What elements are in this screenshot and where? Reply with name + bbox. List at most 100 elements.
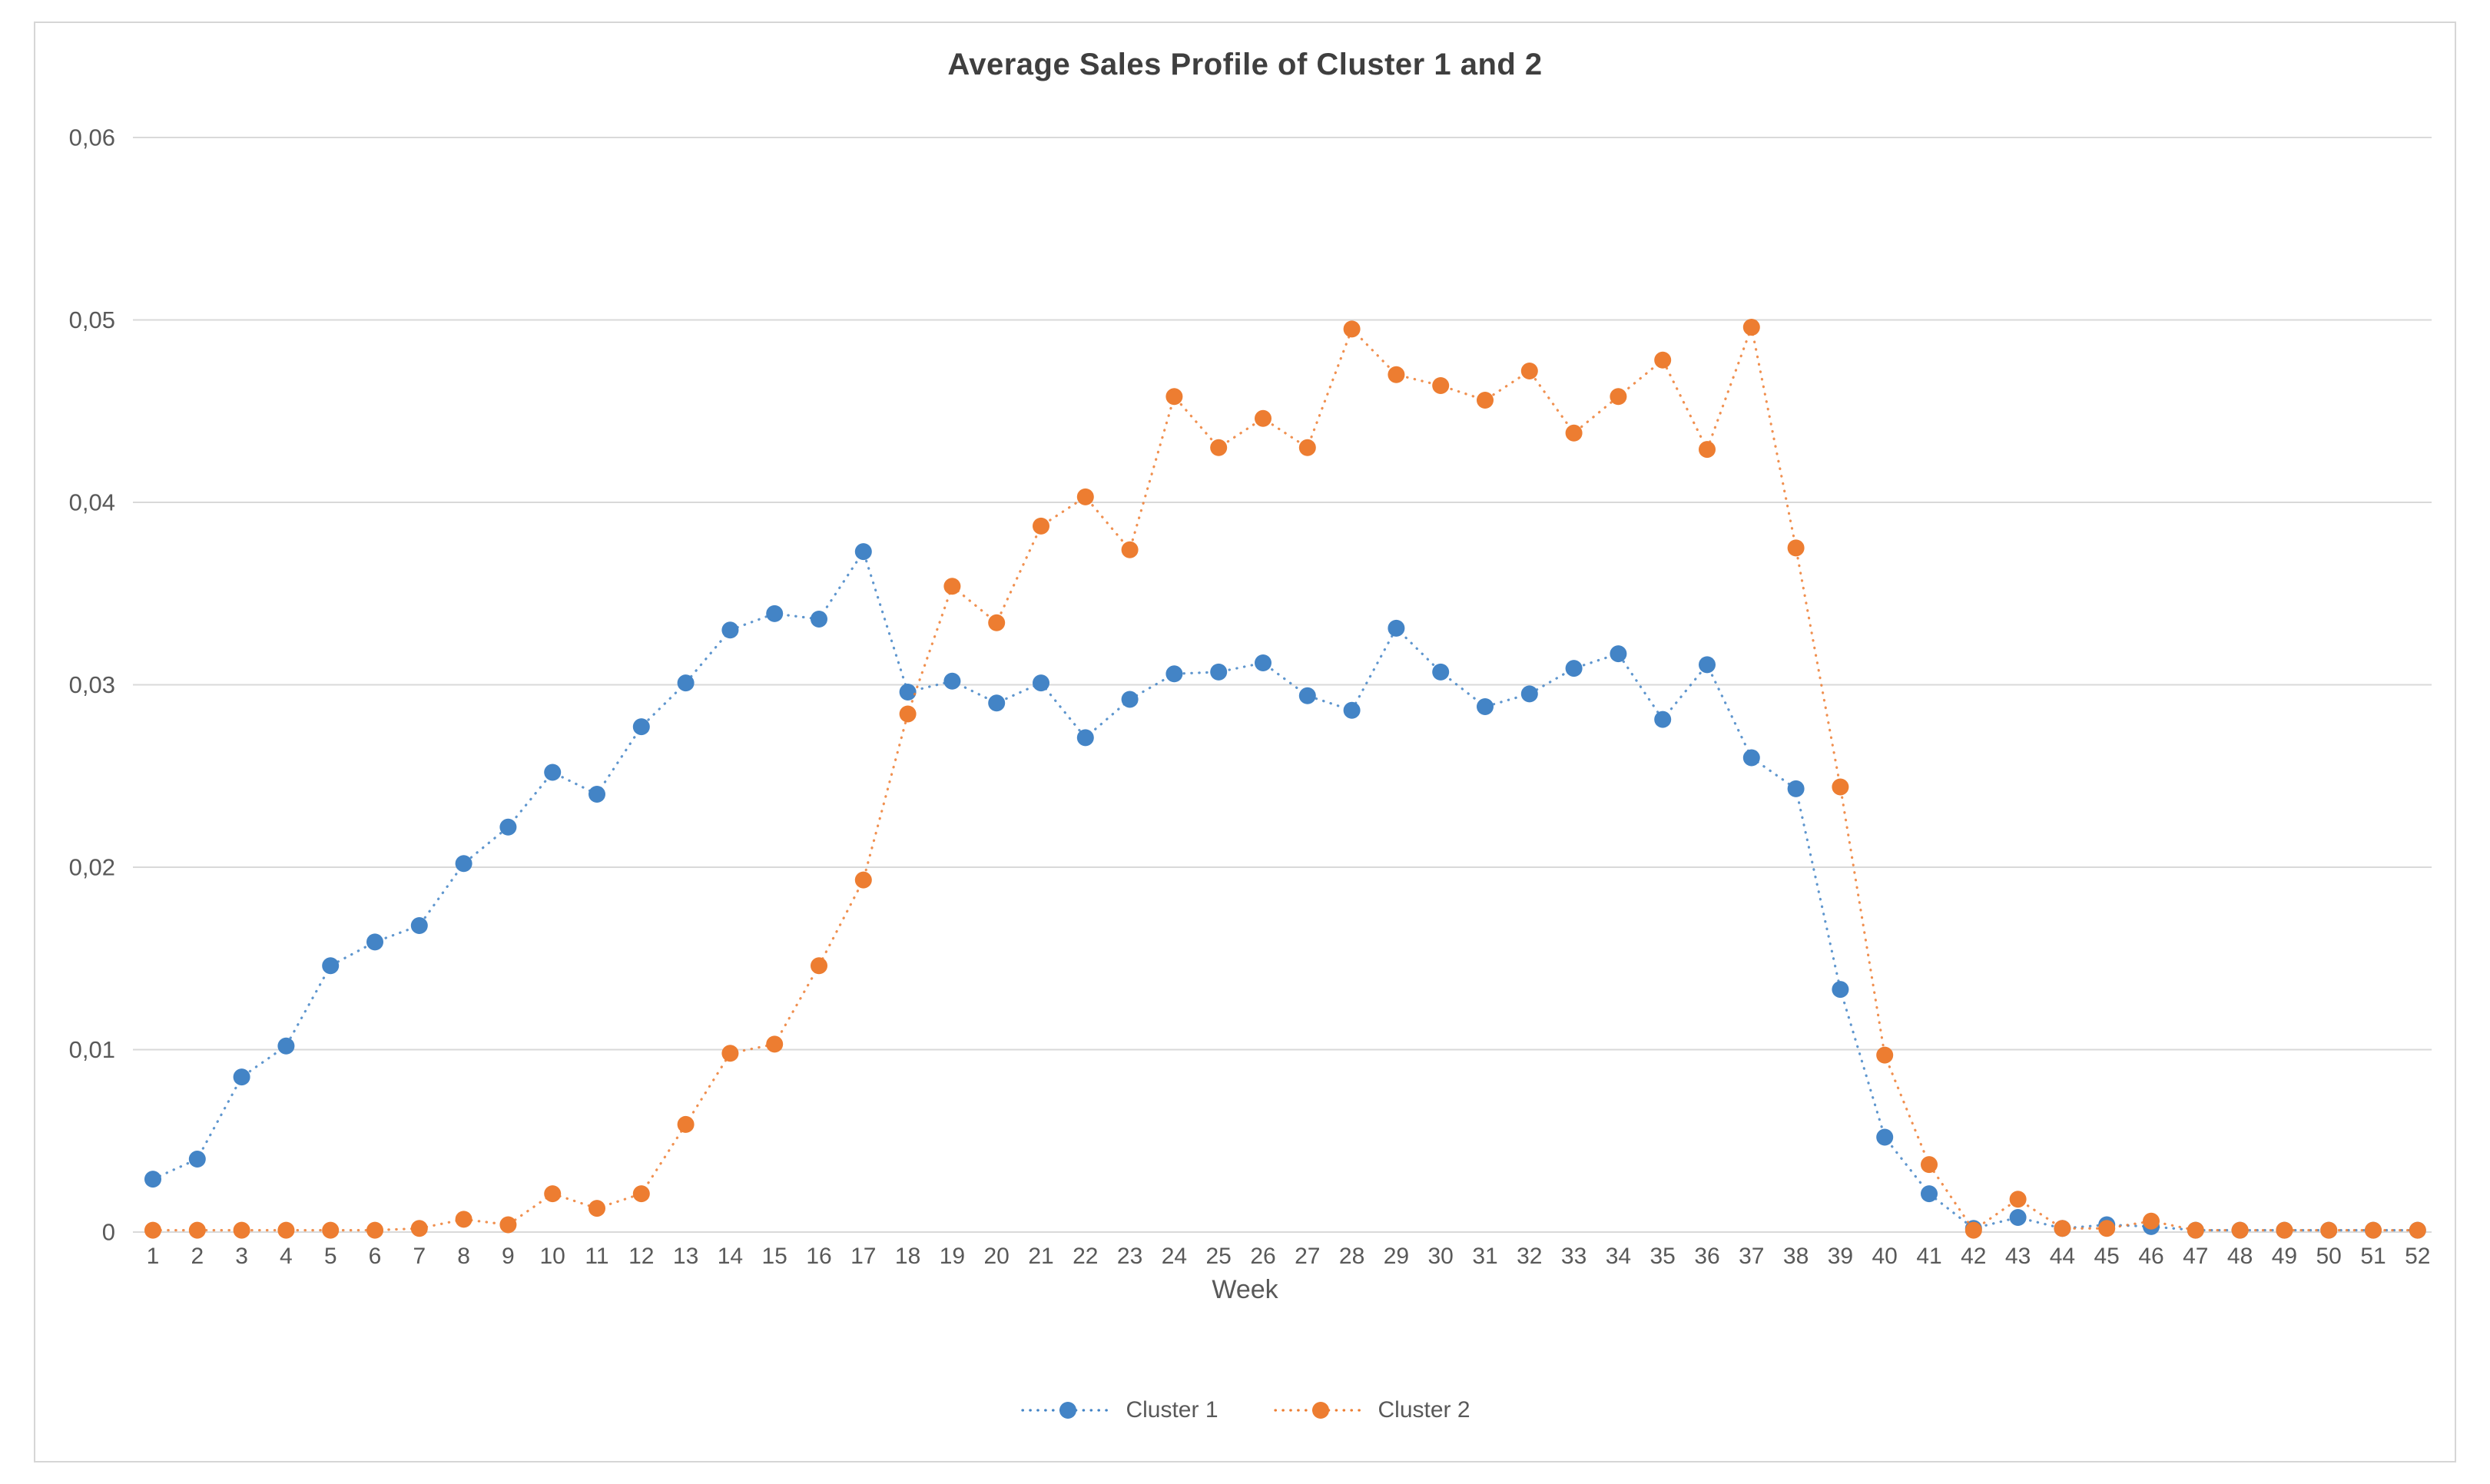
- data-point-marker-cluster-2: [2009, 1191, 2027, 1208]
- x-axis-tick-label: 48: [2227, 1244, 2253, 1269]
- data-point-marker-cluster-2: [943, 578, 961, 595]
- legend-item-cluster-2: Cluster 2: [1272, 1393, 1470, 1427]
- data-point-marker-cluster-1: [1343, 701, 1361, 719]
- data-point-marker-cluster-2: [188, 1221, 206, 1239]
- data-point-marker-cluster-2: [1388, 366, 1405, 383]
- x-axis-tick-label: 38: [1783, 1244, 1809, 1269]
- x-axis-tick-label: 39: [1828, 1244, 1853, 1269]
- y-axis-tick-label: 0,06: [69, 124, 115, 151]
- data-point-marker-cluster-1: [1742, 749, 1760, 767]
- cluster-2-legend-marker-icon: [1273, 1402, 1368, 1419]
- x-axis-tick-label: 33: [1561, 1244, 1587, 1269]
- data-point-marker-cluster-2: [499, 1216, 517, 1234]
- y-axis-tick-label: 0,04: [69, 489, 115, 516]
- data-point-marker-cluster-1: [455, 855, 472, 873]
- data-point-marker-cluster-2: [1654, 351, 1672, 369]
- data-point-marker-cluster-1: [1832, 981, 1849, 999]
- legend-label-cluster-2: Cluster 2: [1378, 1397, 1470, 1423]
- data-point-marker-cluster-2: [544, 1185, 562, 1203]
- x-axis-tick-label: 36: [1694, 1244, 1719, 1269]
- x-axis-tick-label: 15: [762, 1244, 787, 1269]
- x-axis-tick-label: 45: [2094, 1244, 2120, 1269]
- x-axis-tick-label: 35: [1650, 1244, 1676, 1269]
- x-axis-tick-label: 50: [2316, 1244, 2342, 1269]
- data-point-marker-cluster-2: [589, 1200, 605, 1217]
- data-point-marker-cluster-2: [322, 1221, 340, 1239]
- data-point-marker-cluster-1: [1477, 698, 1494, 715]
- data-point-marker-cluster-2: [632, 1185, 650, 1203]
- data-point-marker-cluster-2: [1343, 320, 1361, 338]
- data-point-marker-cluster-1: [410, 917, 428, 934]
- data-point-marker-cluster-1: [1033, 674, 1049, 692]
- data-point-marker-cluster-1: [1787, 780, 1805, 797]
- data-point-marker-cluster-1: [1165, 665, 1183, 683]
- data-point-marker-cluster-1: [1921, 1185, 1938, 1203]
- data-point-marker-cluster-1: [899, 684, 917, 701]
- data-point-marker-cluster-1: [589, 786, 605, 803]
- data-point-marker-cluster-1: [233, 1068, 250, 1086]
- data-point-marker-cluster-2: [1298, 439, 1316, 456]
- data-point-marker-cluster-2: [2409, 1221, 2426, 1239]
- data-point-marker-cluster-1: [1876, 1128, 1894, 1146]
- x-axis-tick-label: 8: [457, 1244, 470, 1269]
- data-point-marker-cluster-2: [2098, 1220, 2116, 1237]
- data-point-marker-cluster-1: [1699, 656, 1716, 674]
- data-point-marker-cluster-2: [366, 1221, 383, 1239]
- data-point-marker-cluster-2: [1610, 388, 1627, 406]
- data-point-marker-cluster-1: [2009, 1209, 2027, 1226]
- data-point-marker-cluster-2: [1699, 441, 1716, 459]
- y-axis-tick-label: 0,03: [69, 671, 115, 698]
- data-point-marker-cluster-1: [1654, 711, 1672, 728]
- x-axis-tick-label: 4: [280, 1244, 293, 1269]
- data-point-marker-cluster-1: [632, 718, 650, 736]
- data-point-marker-cluster-2: [1210, 439, 1228, 456]
- data-point-marker-cluster-2: [766, 1035, 784, 1053]
- y-axis-tick-label: 0: [102, 1219, 115, 1246]
- x-axis-tick-label: 27: [1295, 1244, 1320, 1269]
- x-axis-tick-label: 28: [1339, 1244, 1364, 1269]
- x-axis-tick-label: 22: [1073, 1244, 1098, 1269]
- y-axis-tick-label: 0,01: [69, 1036, 115, 1063]
- x-axis-tick-label: 37: [1739, 1244, 1764, 1269]
- x-axis-tick-label: 6: [369, 1244, 382, 1269]
- data-point-marker-cluster-2: [2054, 1220, 2071, 1237]
- x-axis-tick-label: 7: [413, 1244, 426, 1269]
- x-axis-tick-label: 12: [628, 1244, 654, 1269]
- data-point-marker-cluster-2: [1876, 1046, 1894, 1064]
- data-point-marker-cluster-1: [943, 672, 961, 690]
- y-axis-tick-label: 0,05: [69, 306, 115, 333]
- data-point-marker-cluster-2: [233, 1221, 250, 1239]
- legend-label-cluster-1: Cluster 1: [1126, 1397, 1218, 1423]
- data-point-marker-cluster-2: [721, 1045, 739, 1062]
- x-axis-tick-label: 21: [1028, 1244, 1053, 1269]
- x-axis-tick-label: 9: [502, 1244, 515, 1269]
- x-axis-tick-label: 10: [540, 1244, 565, 1269]
- x-axis-tick-label: 41: [1916, 1244, 1941, 1269]
- data-point-marker-cluster-2: [811, 957, 827, 975]
- x-axis-tick-label: 24: [1162, 1244, 1187, 1269]
- data-point-marker-cluster-1: [766, 605, 784, 622]
- chart-title: Average Sales Profile of Cluster 1 and 2: [947, 48, 1543, 81]
- x-axis-tick-label: 47: [2183, 1244, 2208, 1269]
- data-point-marker-cluster-1: [1255, 654, 1272, 671]
- x-axis-tick-label: 51: [2360, 1244, 2386, 1269]
- data-point-marker-cluster-2: [899, 705, 917, 723]
- data-point-marker-cluster-2: [2143, 1212, 2160, 1230]
- x-axis-tick-label: 11: [585, 1244, 608, 1269]
- data-point-marker-cluster-2: [2276, 1221, 2293, 1239]
- x-axis-tick-label: 25: [1206, 1244, 1232, 1269]
- x-axis-tick-label: 44: [2050, 1244, 2075, 1269]
- x-axis-tick-label: 23: [1117, 1244, 1142, 1269]
- data-point-marker-cluster-2: [988, 614, 1006, 631]
- x-axis-tick-label: 34: [1606, 1244, 1631, 1269]
- data-point-marker-cluster-1: [544, 764, 562, 781]
- x-axis-tick-label: 31: [1472, 1244, 1497, 1269]
- data-point-marker-cluster-2: [144, 1221, 161, 1239]
- data-point-marker-cluster-2: [1432, 377, 1450, 394]
- data-point-marker-cluster-1: [1520, 685, 1538, 703]
- x-axis-tick-label: 5: [324, 1244, 337, 1269]
- x-axis-tick-label: 43: [2005, 1244, 2031, 1269]
- x-axis-tick-label: 52: [2405, 1244, 2430, 1269]
- x-axis-tick-label: 29: [1384, 1244, 1409, 1269]
